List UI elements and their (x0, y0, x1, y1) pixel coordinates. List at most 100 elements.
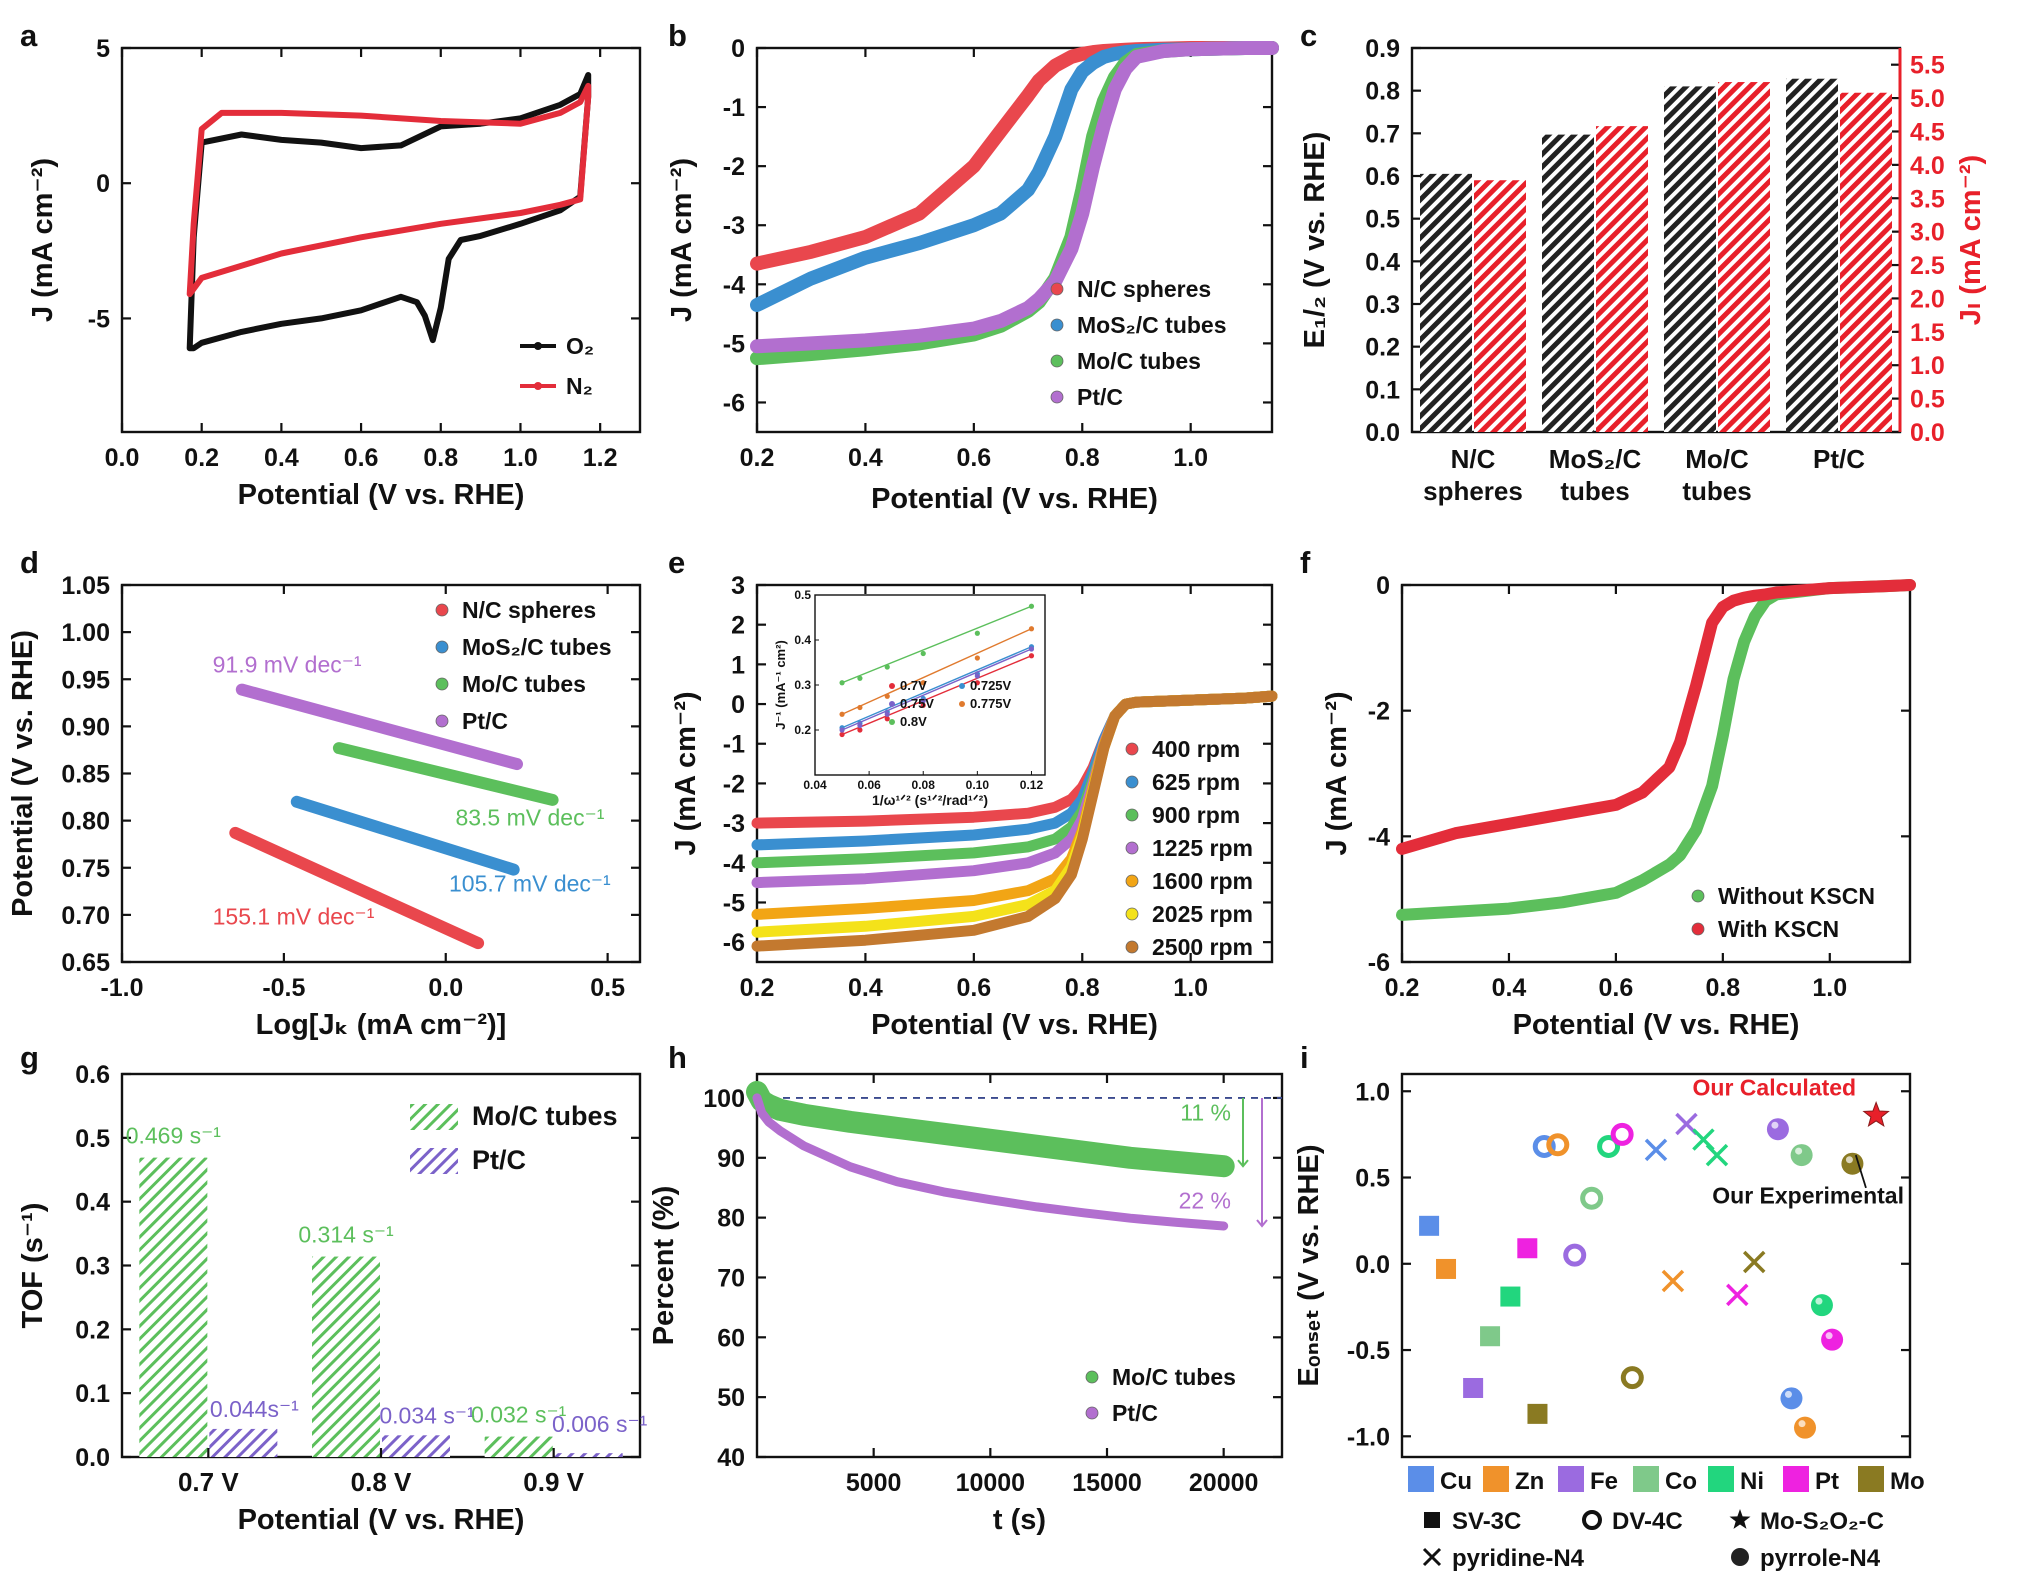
arrowhead (1256, 1219, 1268, 1228)
panel-f-axes-frame (1400, 583, 1912, 964)
panel-label-f: f (1300, 545, 1311, 580)
panel-e-axes-frame (755, 583, 1274, 964)
legend-1-label: MoS₂/C tubes (462, 634, 612, 660)
scatter-point-mo-mo-s-o-c (1862, 1100, 1890, 1128)
y-tick-label: -0.5 (1347, 1337, 1390, 1365)
bar-jl-0 (1474, 180, 1526, 432)
legend-0-marker (1050, 282, 1064, 296)
legend-element-label: Ni (1740, 1468, 1764, 1495)
y-tick-label: 0.7 (1365, 120, 1400, 148)
category-label: 0.7 V (178, 1467, 239, 1497)
panel-label-e: e (668, 545, 685, 580)
inset-point (884, 711, 890, 717)
decay-label-pt-c: 22 % (1179, 1188, 1231, 1214)
category-label: N/C (1451, 444, 1496, 474)
point-highlight (1798, 1420, 1806, 1428)
inset-fit-line-0 (841, 655, 1032, 736)
scatter-point-pt-sv-3c (1517, 1238, 1538, 1259)
inset-point (920, 698, 926, 704)
legend-1-marker (1050, 318, 1064, 332)
x-tick-label: 0.6 (956, 444, 991, 472)
legend-element-label: Mo (1890, 1468, 1925, 1495)
bar-e12-0 (1420, 173, 1472, 432)
y-tick-label: 100 (703, 1085, 745, 1113)
callout-our-calculated: Our Calculated (1693, 1074, 1857, 1100)
decay-label-mo-c: 11 % (1180, 1100, 1231, 1126)
scatter-point-pt-pyridine-n4 (1726, 1283, 1749, 1307)
y-tick-label: -5 (723, 889, 745, 917)
scatter-point-pt-dv-4c (1610, 1122, 1634, 1146)
x-tick-label: 0.5 (590, 974, 625, 1002)
inset-legend-label: 0.7V (900, 678, 927, 693)
y-tick-label: -6 (723, 389, 745, 417)
scatter-point-ni-pyrrole-n4 (1810, 1294, 1833, 1317)
legend-structure-marker (1582, 1510, 1602, 1530)
y-tick-label: 0.4 (1365, 248, 1400, 276)
legend-2-marker (1050, 354, 1064, 368)
y-tick-label: -6 (1368, 949, 1390, 977)
category-label: Pt/C (1813, 444, 1865, 474)
x-tick-label: -1.0 (100, 974, 143, 1002)
legend-3-label: Pt/C (462, 708, 508, 734)
legend-element-swatch (1858, 1466, 1884, 1492)
bar-e12-1 (1542, 134, 1594, 432)
x-tick-label: 15000 (1072, 1469, 1142, 1497)
scatter-point-zn-pyrrole-n4 (1794, 1416, 1817, 1439)
y-tick-label: 0.5 (75, 1125, 110, 1153)
lsv-curve-3 (750, 41, 1279, 354)
y-tick-label: 0.1 (75, 1380, 110, 1408)
point-highlight (1845, 1156, 1853, 1164)
y-tick-label: 0 (731, 691, 745, 719)
y-tick-label: -6 (723, 929, 745, 957)
legend-structure-label: Mo-S₂O₂-C (1760, 1508, 1884, 1535)
legend-element-label: Pt (1815, 1468, 1839, 1495)
rpm-curve-6 (751, 690, 1278, 952)
legend-structure-label: pyrrole-N4 (1760, 1545, 1881, 1572)
legend-3-marker (1050, 390, 1064, 404)
inset-point (839, 711, 845, 717)
inset-point (1028, 603, 1035, 609)
legend-swatch-1 (410, 1148, 458, 1174)
x-tick-label: 1.0 (503, 444, 538, 472)
right-y-tick-label: 4.5 (1910, 118, 1945, 146)
legend-6-marker (1125, 940, 1139, 954)
scatter-point-cu-pyrrole-n4 (1780, 1387, 1803, 1410)
y-tick-label: -5 (88, 305, 110, 333)
legend-element-swatch (1708, 1466, 1734, 1492)
tafel-line-0 (229, 826, 485, 950)
legend-structure-label: DV-4C (1612, 1508, 1683, 1535)
inset-point (974, 630, 980, 636)
y-tick-label: 0.65 (61, 949, 110, 977)
legend-0-label: Mo/C tubes (1112, 1364, 1236, 1390)
bar-value-label: 0.034 s⁻¹ (379, 1402, 475, 1428)
inset-y-title: J⁻¹ (mA⁻¹ cm²) (773, 640, 788, 730)
scatter-point-mo-sv-3c (1527, 1403, 1548, 1424)
lsv-curve-0 (750, 41, 1279, 271)
legend-structure-marker (1731, 1548, 1749, 1566)
y-axis-title: J (mA cm⁻²) (666, 158, 698, 322)
x-tick-label: 10000 (956, 1469, 1026, 1497)
panel-a-axes-frame (120, 46, 642, 434)
right-y-tick-label: 4.0 (1910, 152, 1945, 180)
right-y-tick-label: 0.0 (1910, 419, 1945, 447)
legend-1-marker (435, 640, 449, 654)
x-tick-label: 0.2 (740, 444, 775, 472)
legend-element-label: Co (1665, 1468, 1697, 1495)
y-tick-label: -4 (723, 271, 745, 299)
x-tick-label: 1.0 (1812, 974, 1847, 1002)
y-tick-label: 0 (731, 35, 745, 63)
kscn-curve-0 (1396, 579, 1916, 921)
legend-structure-label: pyridine-N4 (1452, 1545, 1585, 1572)
tafel-slope-annotation: 105.7 mV dec⁻¹ (449, 870, 611, 896)
y-axis-title: Potential (V vs. RHE) (7, 630, 39, 917)
y-tick-label: 0.9 (1365, 35, 1400, 63)
legend-6-label: 2500 rpm (1152, 934, 1253, 960)
y-tick-label: 0.6 (75, 1061, 110, 1089)
x-tick-label: 0.6 (344, 444, 379, 472)
y-axis-title: J (mA cm⁻²) (27, 158, 59, 322)
point-highlight (1771, 1121, 1779, 1129)
y-tick-label: -2 (723, 770, 745, 798)
inset-legend-label: 0.8V (900, 714, 927, 729)
y-tick-label: -3 (723, 212, 745, 240)
